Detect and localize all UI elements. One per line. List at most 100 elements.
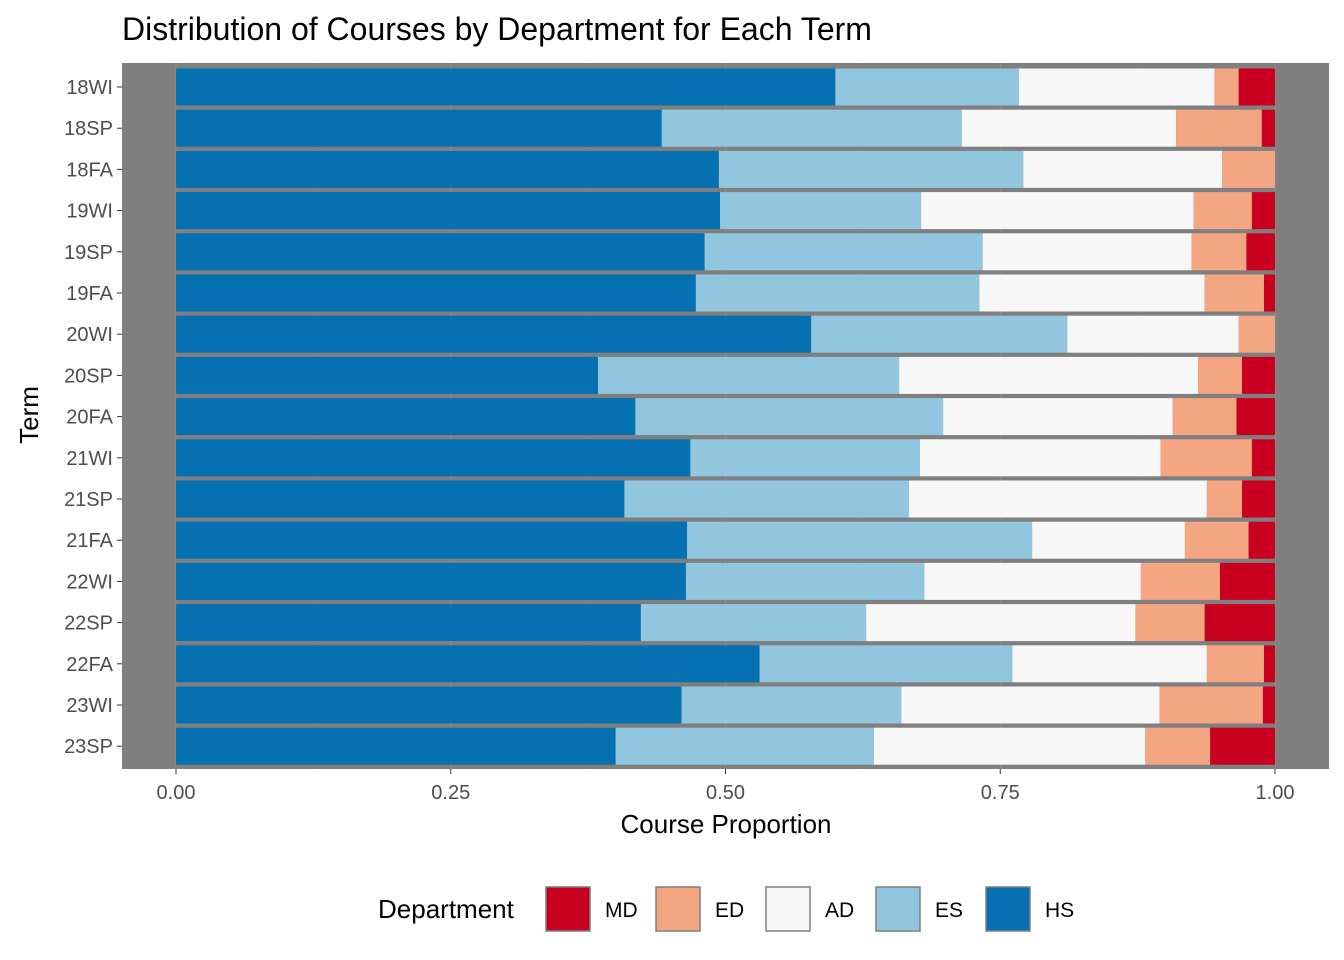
bar-19WI-ED	[1193, 192, 1252, 230]
bar-19WI-AD	[921, 192, 1194, 230]
bar-22SP-AD	[866, 604, 1136, 642]
bar-18SP-ED	[1176, 109, 1262, 147]
bar-23SP-ED	[1145, 727, 1211, 765]
bar-20SP-ES	[598, 356, 900, 394]
bar-20WI-ES	[811, 315, 1068, 353]
bar-row-20SP	[176, 356, 1275, 394]
bar-row-22WI	[176, 562, 1275, 600]
bar-23WI-ES	[681, 686, 902, 724]
bar-22WI-MD	[1220, 562, 1275, 600]
bar-21FA-ED	[1184, 521, 1249, 559]
y-tick-label: 18FA	[66, 159, 113, 181]
bar-row-21FA	[176, 521, 1275, 559]
bar-row-22FA	[176, 645, 1275, 683]
bar-18FA-AD	[1023, 150, 1223, 188]
bar-row-21SP	[176, 480, 1275, 518]
y-tick-label: 22FA	[66, 654, 113, 676]
bar-21SP-ED	[1206, 480, 1243, 518]
bar-19WI-MD	[1251, 192, 1275, 230]
bar-19FA-ED	[1204, 274, 1265, 312]
bar-row-22SP	[176, 604, 1275, 642]
bar-20SP-HS	[176, 356, 599, 394]
bar-18SP-HS	[176, 109, 662, 147]
legend-key	[545, 886, 591, 932]
bar-19FA-ES	[695, 274, 980, 312]
bar-row-21WI	[176, 439, 1275, 477]
bar-22WI-AD	[924, 562, 1141, 600]
legend-label: ES	[935, 899, 963, 922]
bar-18SP-AD	[961, 109, 1177, 147]
bar-20WI-AD	[1067, 315, 1239, 353]
bar-18WI-ED	[1214, 68, 1239, 106]
legend-key	[765, 886, 811, 932]
bar-row-18WI	[176, 68, 1275, 106]
bar-21SP-AD	[909, 480, 1207, 518]
legend-item-md: MD	[545, 886, 638, 932]
x-axis-title: Course Proportion	[621, 809, 832, 839]
bar-18FA-ED	[1222, 150, 1275, 188]
y-tick-label: 21WI	[66, 448, 113, 470]
y-tick-label: 21FA	[66, 530, 113, 552]
bar-21SP-MD	[1242, 480, 1275, 518]
legend-item-ad: AD	[765, 886, 854, 932]
legend-item-hs: HS	[985, 886, 1074, 932]
bar-18WI-ES	[835, 68, 1019, 106]
bar-20SP-AD	[899, 356, 1199, 394]
bar-22SP-MD	[1204, 604, 1275, 642]
bar-23SP-AD	[873, 727, 1146, 765]
x-tick-label: 0.00	[157, 782, 196, 804]
bar-19FA-AD	[979, 274, 1205, 312]
bar-21WI-AD	[920, 439, 1161, 477]
y-tick-label: 20FA	[66, 407, 113, 429]
bar-23WI-ED	[1159, 686, 1263, 724]
y-tick-label: 19FA	[66, 283, 113, 305]
bar-20FA-ES	[635, 398, 944, 436]
bar-20FA-HS	[176, 398, 636, 436]
bar-22FA-MD	[1264, 645, 1275, 683]
bar-18SP-MD	[1261, 109, 1275, 147]
bar-row-23WI	[176, 686, 1275, 724]
bar-21WI-MD	[1251, 439, 1275, 477]
legend-item-es: ES	[875, 886, 963, 932]
bar-18SP-ES	[661, 109, 962, 147]
bar-23WI-MD	[1262, 686, 1275, 724]
bar-19SP-AD	[982, 233, 1192, 271]
x-tick-label: 0.75	[981, 782, 1020, 804]
y-tick-label: 18SP	[64, 118, 113, 140]
chart-title: Distribution of Courses by Department fo…	[122, 11, 872, 47]
legend-label: HS	[1045, 899, 1074, 922]
bar-23WI-AD	[901, 686, 1160, 724]
bar-21FA-MD	[1248, 521, 1275, 559]
legend-key	[875, 886, 921, 932]
x-tick-label: 1.00	[1256, 782, 1295, 804]
bar-19WI-ES	[720, 192, 922, 230]
bar-18FA-HS	[176, 150, 719, 188]
bar-18WI-MD	[1238, 68, 1275, 106]
bar-21FA-AD	[1032, 521, 1185, 559]
bar-22SP-ED	[1135, 604, 1205, 642]
bar-23SP-ES	[615, 727, 874, 765]
y-tick-label: 22SP	[64, 613, 113, 635]
bar-row-18FA	[176, 150, 1275, 188]
bar-22FA-ED	[1206, 645, 1265, 683]
bar-22SP-ES	[640, 604, 867, 642]
bar-21WI-HS	[176, 439, 691, 477]
bar-21SP-ES	[624, 480, 910, 518]
bar-19FA-MD	[1264, 274, 1275, 312]
bar-22WI-ES	[685, 562, 925, 600]
bar-row-20FA	[176, 398, 1275, 436]
y-tick-label: 23SP	[64, 736, 113, 758]
bar-22WI-HS	[176, 562, 686, 600]
y-tick-label: 23WI	[66, 695, 113, 717]
bar-20SP-ED	[1198, 356, 1243, 394]
bar-20FA-ED	[1172, 398, 1237, 436]
x-tick-label: 0.25	[431, 782, 470, 804]
bar-22FA-AD	[1012, 645, 1207, 683]
bar-21FA-HS	[176, 521, 688, 559]
bar-20WI-HS	[176, 315, 812, 353]
bar-21WI-ED	[1160, 439, 1252, 477]
y-tick-label: 20WI	[66, 324, 113, 346]
legend-label: ED	[715, 899, 744, 922]
bar-row-18SP	[176, 109, 1275, 147]
bar-23WI-HS	[176, 686, 682, 724]
